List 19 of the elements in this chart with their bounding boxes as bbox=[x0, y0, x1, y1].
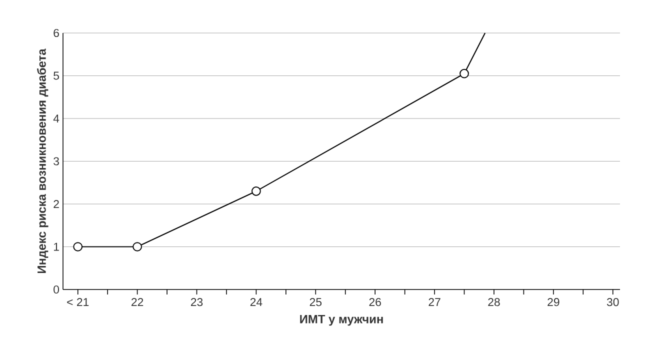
x-tick-label: 22 bbox=[132, 298, 144, 306]
x-tick-label: 23 bbox=[190, 298, 203, 306]
y-axis-title: Индекс риска возникновения диабета bbox=[37, 48, 48, 274]
y-tick-label: 3 bbox=[54, 157, 59, 166]
x-tick-label: 25 bbox=[310, 298, 322, 306]
y-tick-label: 0 bbox=[54, 285, 60, 294]
x-tick-label: 29 bbox=[548, 298, 560, 306]
y-tick-label: 1 bbox=[54, 242, 59, 251]
x-tick-label: 28 bbox=[488, 298, 500, 306]
y-tick-label: 5 bbox=[54, 72, 59, 80]
x-tick-label: 30 bbox=[606, 298, 619, 306]
y-tick-label: 2 bbox=[54, 200, 59, 208]
y-tick-label: 6 bbox=[54, 28, 59, 38]
x-tick-label: 24 bbox=[250, 298, 262, 306]
x-axis-title: ИМТ у мужчин bbox=[300, 314, 383, 326]
y-tick-label: 4 bbox=[53, 114, 60, 122]
x-tick-label: < 21 bbox=[67, 298, 89, 306]
x-tick-label: 26 bbox=[369, 298, 381, 306]
x-tick-label: 27 bbox=[428, 298, 440, 306]
